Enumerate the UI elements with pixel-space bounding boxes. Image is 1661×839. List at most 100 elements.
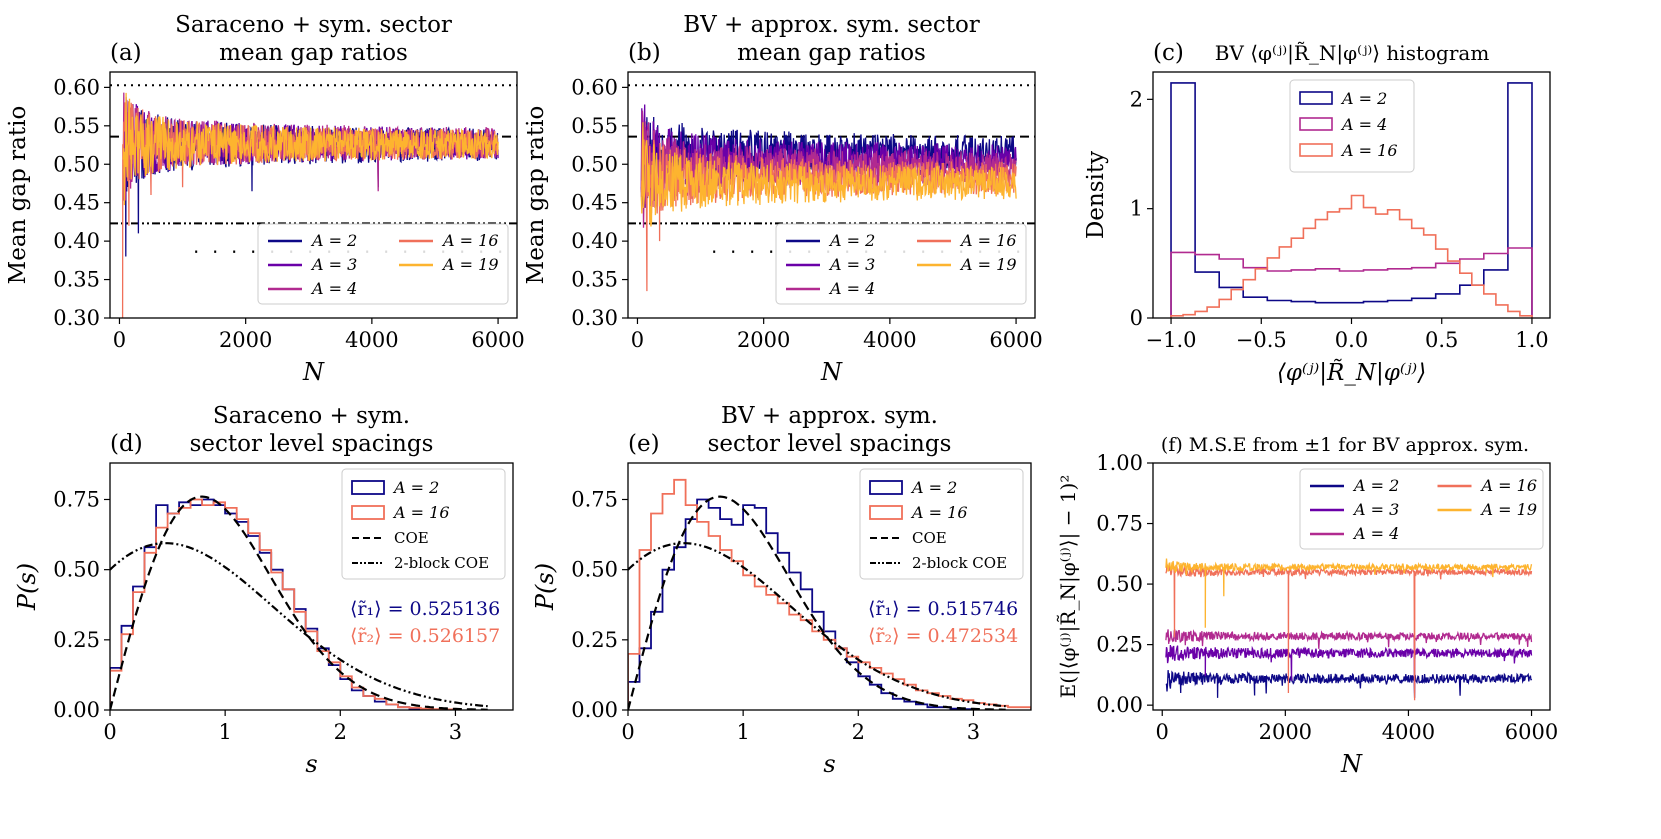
coe-curve <box>628 495 1006 710</box>
legend-entry: A = 16 <box>1480 476 1538 495</box>
x-axis-label: N <box>820 358 843 386</box>
gap-ratio-annotation: ⟨r̃₁⟩ = 0.515746 <box>868 598 1018 620</box>
legend-entry: A = 2 <box>1352 476 1399 495</box>
legend-entry: COE <box>912 529 947 547</box>
y-tick-label: 0.25 <box>1096 633 1143 657</box>
y-tick-label: 0.25 <box>53 628 100 652</box>
y-tick-label: 0.75 <box>1096 512 1143 536</box>
x-tick-label: −1.0 <box>1146 328 1197 352</box>
x-tick-label: 4000 <box>863 328 916 352</box>
x-axis-label: N <box>1340 750 1363 778</box>
series-line-a3 <box>1165 644 1533 686</box>
panel-label: (e) <box>628 431 660 457</box>
axes-frame-a <box>109 71 518 319</box>
y-tick-label: 0.40 <box>53 229 100 253</box>
x-tick-label: 4000 <box>345 328 398 352</box>
series-line-a19 <box>122 92 499 206</box>
y-tick-label: 0.60 <box>571 75 618 99</box>
panel-d: 0 1 2 3 0.00 0.25 0.50 0.75 Saraceno + sym.secto… <box>13 403 514 778</box>
panel-title-line1: Saraceno + sym. <box>213 403 410 429</box>
y-axis-label: P(s) <box>13 563 41 611</box>
coe-curve <box>110 495 488 710</box>
y-tick-label: 0.45 <box>571 191 618 215</box>
x-tick-label: 0 <box>1156 720 1169 744</box>
y-axis-label: Density <box>1083 151 1109 239</box>
panel-title: (f) M.S.E from ±1 for BV approx. sym. <box>1161 434 1529 456</box>
series-line-a16 <box>1165 563 1533 701</box>
legend-entry: 2-block COE <box>394 554 489 572</box>
panel-a: 0 2000 4000 6000 0.30 0.35 0.40 0.45 0.50 0.55 0.6… <box>5 12 525 386</box>
x-tick-label: 3 <box>449 720 462 744</box>
y-tick-label: 1.00 <box>1096 451 1143 475</box>
legend-entry: A = 3 <box>1352 500 1399 519</box>
x-tick-label: 0 <box>103 720 116 744</box>
legend-entry: A = 2 <box>1340 89 1387 108</box>
legend-entry: A = 4 <box>310 279 357 298</box>
x-axis-label: s <box>823 750 835 778</box>
legend-entry: A = 2 <box>828 231 875 250</box>
series-line-a16 <box>121 101 499 318</box>
legend-entry: COE <box>394 529 429 547</box>
y-tick-label: 0 <box>1130 306 1143 330</box>
legend-entry: A = 2 <box>910 478 957 497</box>
x-tick-label: −0.5 <box>1236 328 1287 352</box>
x-tick-label: 1 <box>218 720 231 744</box>
legend-entry: A = 3 <box>310 255 357 274</box>
panel-title-line1: Saraceno + sym. sector <box>175 12 452 38</box>
y-tick-label: 0.75 <box>571 487 618 511</box>
panel-label: (d) <box>110 431 143 457</box>
y-axis-label: P(s) <box>531 563 559 611</box>
legend-box <box>775 223 1027 305</box>
gap-ratio-annotation: ⟨r̃₂⟩ = 0.526157 <box>350 625 500 647</box>
x-tick-label: 2000 <box>219 328 272 352</box>
legend-swatch <box>1299 91 1333 105</box>
two-block-coe-curve <box>110 542 488 708</box>
y-tick-label: 0.40 <box>571 229 618 253</box>
y-tick-label: 0.60 <box>53 75 100 99</box>
legend-entry: A = 3 <box>828 255 875 274</box>
x-axis-label: N <box>302 358 325 386</box>
legend-entry: A = 19 <box>959 255 1017 274</box>
y-tick-label: 0.50 <box>1096 572 1143 596</box>
legend-box <box>341 468 506 580</box>
y-axis-label: Mean gap ratio <box>523 106 549 285</box>
panel-title-line2: sector level spacings <box>708 431 952 457</box>
axes-frame-d <box>109 462 514 711</box>
legend-swatch <box>1299 143 1333 157</box>
legend-entry: A = 2 <box>310 231 357 250</box>
legend-box <box>257 223 509 305</box>
y-tick-label: 0.75 <box>53 487 100 511</box>
x-tick-label: 0.0 <box>1335 328 1368 352</box>
y-tick-label: 2 <box>1130 87 1143 111</box>
panel-label: (b) <box>628 40 661 66</box>
y-tick-label: 1 <box>1130 197 1143 221</box>
x-tick-label: 0 <box>113 328 126 352</box>
panel-e: 0 1 2 3 0.00 0.25 0.50 0.75 BV + approx. sym.sec… <box>531 403 1032 778</box>
y-tick-label: 0.55 <box>53 114 100 138</box>
legend-swatch <box>351 480 385 495</box>
panel-title-line1: BV + approx. sym. <box>721 403 938 429</box>
y-tick-label: 0.00 <box>571 698 618 722</box>
histogram-a16 <box>628 478 1031 710</box>
x-tick-label: 6000 <box>1505 720 1558 744</box>
x-tick-label: 2 <box>852 720 865 744</box>
y-tick-label: 0.35 <box>53 268 100 292</box>
y-tick-label: 0.00 <box>1096 693 1143 717</box>
legend-box <box>1299 468 1544 550</box>
histogram-a4 <box>1170 247 1533 318</box>
y-tick-label: 0.30 <box>53 306 100 330</box>
panel-title-line2: sector level spacings <box>190 431 434 457</box>
x-tick-label: 0 <box>631 328 644 352</box>
legend-entry: A = 16 <box>959 231 1017 250</box>
gap-ratio-annotation: ⟨r̃₂⟩ = 0.472534 <box>868 625 1018 647</box>
legend-box <box>1289 79 1415 173</box>
series-line-a4 <box>1165 629 1533 694</box>
x-tick-label: 0 <box>621 720 634 744</box>
x-tick-label: 2 <box>334 720 347 744</box>
x-tick-label: 1 <box>736 720 749 744</box>
x-axis-label: s <box>305 750 317 778</box>
panel-title-line1: BV + approx. sym. sector <box>683 12 980 38</box>
legend-entry: A = 19 <box>1480 500 1538 519</box>
gap-ratio-annotation: ⟨r̃₁⟩ = 0.525136 <box>350 598 500 620</box>
